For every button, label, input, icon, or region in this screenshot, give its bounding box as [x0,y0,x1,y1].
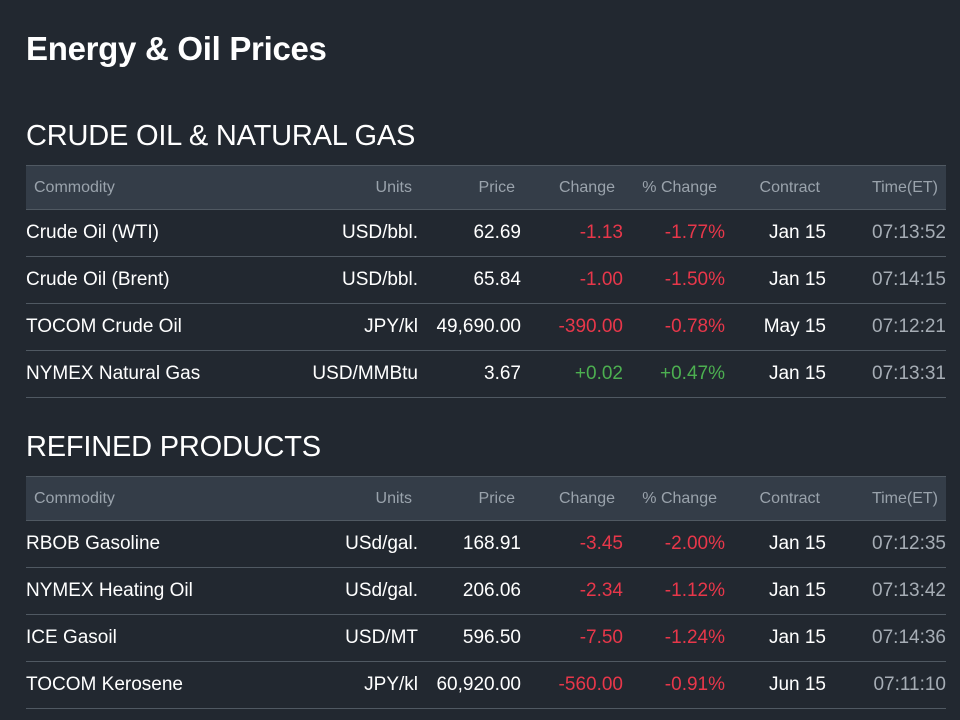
units-cell: USD/bbl. [341,222,418,243]
price-cell: 3.67 [484,363,521,384]
column-header-contract[interactable]: Contract [759,489,820,507]
time-cell: 07:13:52 [872,222,946,243]
section-title-refined-products: REFINED PRODUCTS [26,431,321,463]
section-title-crude-oil-natural-gas: CRUDE OIL & NATURAL GAS [26,120,416,152]
time-cell: 07:14:36 [872,627,946,648]
commodity-cell[interactable]: Crude Oil (WTI) [26,222,159,243]
price-cell: 65.84 [473,269,521,290]
commodity-cell[interactable]: NYMEX Natural Gas [26,363,201,384]
contract-cell: Jan 15 [768,363,826,384]
pct-change-cell: -0.91% [664,674,725,695]
price-cell: 596.50 [462,627,521,648]
table-row[interactable]: TOCOM Crude Oil JPY/kl 49,690.00 -390.00 -0.… [26,304,946,351]
column-header-pct-change[interactable]: % Change [642,489,717,507]
pct-change-cell: -1.50% [664,269,725,290]
table-row[interactable]: Crude Oil (WTI) USD/bbl. 62.69 -1.13 -1.77% J… [26,210,946,257]
time-cell: 07:12:21 [872,316,946,337]
column-header-time[interactable]: Time(ET) [871,178,938,196]
price-cell: 49,690.00 [436,316,521,337]
time-cell: 07:13:42 [872,580,946,601]
column-header-contract[interactable]: Contract [759,178,820,196]
pct-change-cell: -1.12% [664,580,725,601]
column-header-units[interactable]: Units [375,178,412,196]
commodity-cell[interactable]: NYMEX Heating Oil [26,580,193,601]
table-body: Crude Oil (WTI) USD/bbl. 62.69 -1.13 -1.77% J… [26,210,946,398]
commodity-cell[interactable]: TOCOM Crude Oil [26,316,182,337]
price-cell: 60,920.00 [436,674,521,695]
units-cell: JPY/kl [364,316,418,337]
contract-cell: Jan 15 [768,533,826,554]
units-cell: USD/MT [345,627,418,648]
commodity-cell[interactable]: RBOB Gasoline [26,533,161,554]
contract-cell: Jan 15 [768,627,826,648]
change-cell: -1.13 [579,222,623,243]
table-row[interactable]: ICE Gasoil USD/MT 596.50 -7.50 -1.24% Jan 15 0… [26,615,946,662]
table-body: RBOB Gasoline USd/gal. 168.91 -3.45 -2.00% Ja… [26,521,946,709]
price-cell: 62.69 [473,222,521,243]
change-cell: +0.02 [574,363,623,384]
table-header: Commodity Units Price Change % Change Co… [26,476,946,521]
change-cell: -3.45 [579,533,623,554]
column-header-time[interactable]: Time(ET) [871,489,938,507]
change-cell: -2.34 [579,580,623,601]
units-cell: USD/MMBtu [312,363,418,384]
commodity-cell[interactable]: Crude Oil (Brent) [26,269,170,290]
table-header: Commodity Units Price Change % Change Co… [26,165,946,210]
column-header-units[interactable]: Units [375,489,412,507]
units-cell: JPY/kl [364,674,418,695]
contract-cell: May 15 [763,316,826,337]
table-row[interactable]: NYMEX Heating Oil USd/gal. 206.06 -2.34 -1.1… [26,568,946,615]
column-header-price[interactable]: Price [478,178,515,196]
change-cell: -1.00 [579,269,623,290]
table-row[interactable]: TOCOM Kerosene JPY/kl 60,920.00 -560.00 -0.9… [26,662,946,709]
time-cell: 07:12:35 [872,533,946,554]
units-cell: USD/bbl. [341,269,418,290]
table-row[interactable]: RBOB Gasoline USd/gal. 168.91 -3.45 -2.00% Ja… [26,521,946,568]
pct-change-cell: -1.24% [664,627,725,648]
contract-cell: Jan 15 [768,269,826,290]
refined-products-table: Commodity Units Price Change % Change Co… [26,476,946,709]
change-cell: -560.00 [558,674,623,695]
pct-change-cell: -2.00% [664,533,725,554]
commodity-cell[interactable]: ICE Gasoil [26,627,117,648]
page-title: Energy & Oil Prices [26,30,327,67]
column-header-commodity[interactable]: Commodity [34,489,115,507]
price-cell: 206.06 [462,580,521,601]
pct-change-cell: -0.78% [664,316,725,337]
column-header-change[interactable]: Change [558,489,615,507]
table-row[interactable]: Crude Oil (Brent) USD/bbl. 65.84 -1.00 -1.50… [26,257,946,304]
units-cell: USd/gal. [345,580,418,601]
time-cell: 07:11:10 [873,674,946,695]
units-cell: USd/gal. [345,533,418,554]
column-header-pct-change[interactable]: % Change [642,178,717,196]
column-header-price[interactable]: Price [478,489,515,507]
commodity-cell[interactable]: TOCOM Kerosene [26,674,183,695]
time-cell: 07:13:31 [872,363,946,384]
time-cell: 07:14:15 [872,269,946,290]
table-row[interactable]: NYMEX Natural Gas USD/MMBtu 3.67 +0.02 +0.47… [26,351,946,398]
column-header-change[interactable]: Change [558,178,615,196]
contract-cell: Jan 15 [768,580,826,601]
change-cell: -390.00 [558,316,623,337]
pct-change-cell: -1.77% [664,222,725,243]
price-cell: 168.91 [462,533,521,554]
contract-cell: Jun 15 [768,674,826,695]
change-cell: -7.50 [579,627,623,648]
column-header-commodity[interactable]: Commodity [34,178,115,196]
pct-change-cell: +0.47% [660,363,725,384]
contract-cell: Jan 15 [768,222,826,243]
crude-oil-natural-gas-table: Commodity Units Price Change % Change Co… [26,165,946,398]
